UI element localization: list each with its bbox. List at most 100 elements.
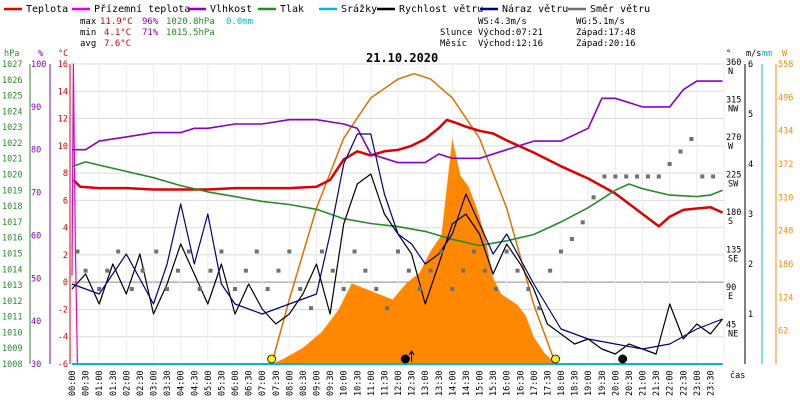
stat-max-pressure: 1020.8hPa xyxy=(166,17,215,27)
wind-direction-point-17 xyxy=(265,287,270,291)
direction-name-6: E xyxy=(728,292,733,302)
time-tick-19: 09:30 xyxy=(326,370,336,396)
humidity-tick-5: 50 xyxy=(31,274,41,284)
wind-direction-point-5 xyxy=(129,287,134,291)
direction-tick-2: 270 xyxy=(726,133,741,143)
time-tick-16: 08:00 xyxy=(285,370,295,396)
time-tick-31: 15:30 xyxy=(489,370,499,396)
wind-direction-point-45 xyxy=(569,237,574,241)
time-tick-21: 10:30 xyxy=(353,370,363,396)
time-tick-37: 18:30 xyxy=(571,370,581,396)
stat-max-rain: 0.0mm xyxy=(226,17,253,27)
temperature-tick-3: 10 xyxy=(58,142,68,152)
time-tick-3: 01:30 xyxy=(109,370,119,396)
pressure-tick-16: 1011 xyxy=(2,313,22,323)
pressure-unit: hPa xyxy=(4,49,19,59)
wind-direction-point-43 xyxy=(548,268,553,273)
direction-name-7: NE xyxy=(728,330,738,340)
direction-name-3: SW xyxy=(728,180,739,190)
wind-direction-point-38 xyxy=(493,287,498,291)
direction-tick-1: 315 xyxy=(726,96,741,106)
time-tick-5: 02:30 xyxy=(136,370,146,396)
solar-area xyxy=(271,138,556,364)
pressure-tick-1: 1026 xyxy=(2,76,22,86)
wind-direction-point-15 xyxy=(243,268,248,273)
moon-marker-1 xyxy=(618,354,628,364)
legend-label-7: Směr větru xyxy=(590,3,650,15)
wind-direction-point-57 xyxy=(700,174,705,179)
moonset-time: Západ:20:16 xyxy=(576,39,636,49)
wind-direction-point-6 xyxy=(140,268,145,273)
time-tick-15: 07:30 xyxy=(272,370,282,396)
solar-tick-7: 124 xyxy=(778,293,793,303)
pressure-tick-2: 1025 xyxy=(2,92,22,102)
wind-direction-point-54 xyxy=(667,162,672,166)
wind-direction-point-32 xyxy=(428,268,433,273)
series-layer xyxy=(71,63,724,365)
temperature-tick-5: 6 xyxy=(63,196,68,206)
wind-direction-point-33 xyxy=(439,249,444,254)
humidity-tick-3: 70 xyxy=(31,189,41,199)
wind-direction-point-55 xyxy=(678,149,683,154)
solar-tick-1: 496 xyxy=(778,93,793,103)
wind-tick-5: 1 xyxy=(748,310,753,320)
time-tick-40: 20:00 xyxy=(611,370,621,396)
moon-label: Měsíc xyxy=(440,39,467,49)
legend-label-3: Tlak xyxy=(280,4,304,15)
time-tick-24: 12:00 xyxy=(394,370,404,396)
wind-direction-point-2 xyxy=(97,287,102,291)
wind-direction-point-51 xyxy=(635,174,640,179)
legend-label-2: Vlhkost xyxy=(210,4,252,15)
direction-name-0: N xyxy=(728,67,733,77)
time-tick-28: 14:00 xyxy=(448,370,458,396)
legend-label-4: Srážky xyxy=(341,3,377,15)
wind-direction-point-35 xyxy=(461,268,466,273)
wind-tick-1: 5 xyxy=(748,110,753,120)
humidity-tick-4: 60 xyxy=(31,231,41,241)
theoretical-solar-line xyxy=(270,72,557,365)
time-tick-26: 13:00 xyxy=(421,370,431,396)
stat-min-label: min xyxy=(80,28,96,38)
stat-min-humidity: 71% xyxy=(142,28,159,38)
time-tick-2: 01:00 xyxy=(95,370,105,396)
time-tick-25: 12:30 xyxy=(408,370,418,396)
time-tick-30: 15:00 xyxy=(476,370,486,396)
wind-arrow-head xyxy=(408,350,415,356)
stats-block: max 11.9°C 96% 1020.8hPa 0.0mm min 4.1°C… xyxy=(80,17,636,49)
time-tick-1: 00:30 xyxy=(82,370,92,396)
wind-direction-point-39 xyxy=(504,249,509,254)
direction-name-4: S xyxy=(728,217,733,227)
wind-direction-point-28 xyxy=(385,306,390,311)
wind-direction-point-4 xyxy=(116,249,121,254)
temperature-unit: °C xyxy=(58,49,68,59)
time-tick-6: 03:00 xyxy=(150,370,160,396)
wind-direction-point-42 xyxy=(537,306,542,311)
time-tick-11: 05:30 xyxy=(217,370,227,396)
pressure-tick-13: 1014 xyxy=(2,265,22,275)
wind-direction-point-12 xyxy=(208,268,213,273)
direction-tick-5: 135 xyxy=(726,246,741,256)
direction-name-2: W xyxy=(728,142,734,152)
wind-direction-point-8 xyxy=(165,287,170,291)
humidity-tick-0: 100 xyxy=(31,60,46,70)
wind-direction-point-58 xyxy=(711,174,716,179)
time-tick-33: 16:30 xyxy=(516,370,526,396)
pressure-tick-3: 1024 xyxy=(2,107,22,117)
wind-direction-point-52 xyxy=(645,174,650,179)
stat-max-humidity: 96% xyxy=(142,17,159,27)
time-tick-34: 17:00 xyxy=(530,370,540,396)
humidity-tick-1: 90 xyxy=(31,103,41,113)
humidity-tick-7: 30 xyxy=(31,360,41,370)
wind-direction-point-1 xyxy=(83,268,88,273)
wind-direction-point-50 xyxy=(624,174,629,179)
wind-tick-4: 2 xyxy=(748,260,753,270)
wind-direction-point-30 xyxy=(406,268,411,273)
wind-direction-point-16 xyxy=(254,249,259,254)
time-tick-43: 21:30 xyxy=(652,370,662,396)
time-tick-46: 23:00 xyxy=(693,370,703,396)
solar-tick-3: 372 xyxy=(778,160,793,170)
solar-layer xyxy=(270,72,557,365)
time-tick-29: 14:30 xyxy=(462,370,472,396)
